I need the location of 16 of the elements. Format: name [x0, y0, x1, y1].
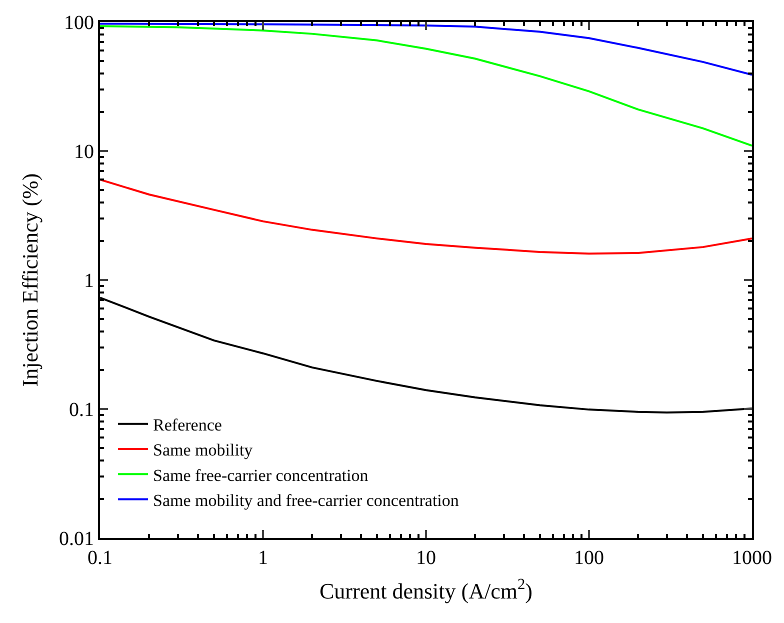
- x-axis-title: Current density (A/cm$^{2}$): [320, 576, 532, 604]
- x-tick-label: 1: [258, 547, 268, 569]
- y-axis-title: Injection Efficiency (%): [17, 173, 42, 387]
- y-tick-label: 1: [84, 270, 94, 292]
- x-tick-label: 100: [574, 547, 604, 569]
- legend-label: Same mobility: [153, 440, 254, 460]
- y-tick-label: 0.1: [69, 399, 94, 421]
- legend-label: Same free-carrier concentration: [153, 466, 369, 485]
- x-tick-label: 1000: [732, 547, 772, 569]
- y-tick-label: 100: [64, 12, 94, 34]
- x-tick-label: 0.1: [88, 547, 112, 569]
- y-tick-label: 0.01: [59, 528, 94, 550]
- y-tick-label: 10: [74, 141, 94, 163]
- x-tick-label: 10: [416, 547, 436, 569]
- legend-label: Same mobility and free-carrier concentration: [153, 490, 460, 510]
- legend-label: Reference: [153, 416, 222, 435]
